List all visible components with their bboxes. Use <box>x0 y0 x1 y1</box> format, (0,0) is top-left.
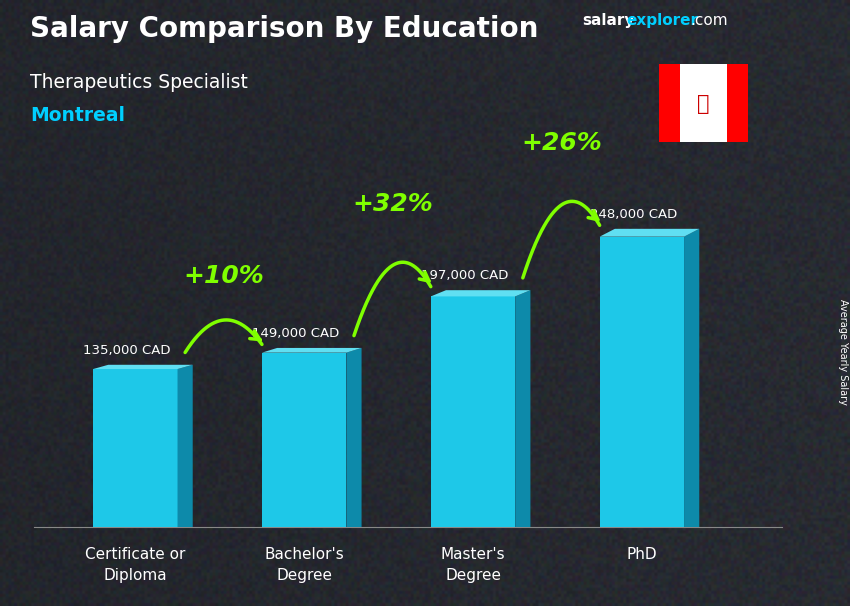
Text: 🍁: 🍁 <box>697 94 710 114</box>
Text: 149,000 CAD: 149,000 CAD <box>252 327 339 340</box>
Polygon shape <box>684 229 700 527</box>
Bar <box>262 353 346 527</box>
Bar <box>659 64 680 142</box>
Text: +26%: +26% <box>521 131 602 155</box>
Text: +32%: +32% <box>352 192 433 216</box>
Text: Salary Comparison By Education: Salary Comparison By Education <box>30 15 538 43</box>
Text: +10%: +10% <box>183 264 264 288</box>
Text: salary: salary <box>582 13 635 28</box>
Text: Therapeutics Specialist: Therapeutics Specialist <box>30 73 247 92</box>
Polygon shape <box>94 365 193 369</box>
Text: 248,000 CAD: 248,000 CAD <box>590 208 677 221</box>
Bar <box>727 64 748 142</box>
Polygon shape <box>178 365 193 527</box>
Bar <box>599 237 684 527</box>
Polygon shape <box>262 348 361 353</box>
Polygon shape <box>431 290 530 296</box>
Bar <box>431 296 515 527</box>
Polygon shape <box>346 348 361 527</box>
Text: .com: .com <box>690 13 728 28</box>
Text: Average Yearly Salary: Average Yearly Salary <box>838 299 848 404</box>
Text: 197,000 CAD: 197,000 CAD <box>421 270 508 282</box>
Polygon shape <box>599 229 700 237</box>
Text: Montreal: Montreal <box>30 106 125 125</box>
Bar <box>94 369 178 527</box>
Text: 135,000 CAD: 135,000 CAD <box>83 344 171 357</box>
Text: explorer: explorer <box>626 13 699 28</box>
Polygon shape <box>515 290 530 527</box>
